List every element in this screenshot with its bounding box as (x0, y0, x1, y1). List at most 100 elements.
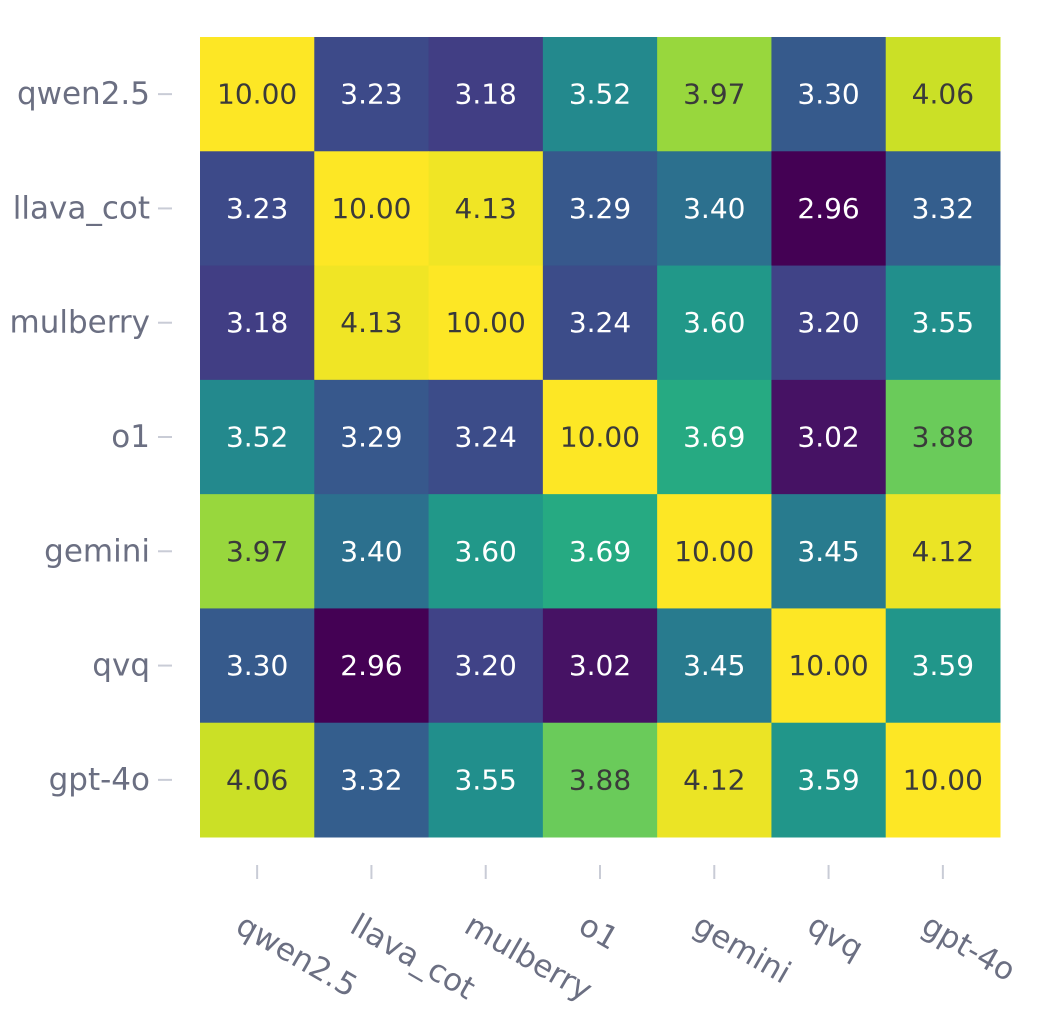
heatmap-cell (657, 608, 772, 724)
heatmap-cell-value: 3.88 (912, 421, 974, 454)
heatmap-cell (200, 37, 315, 152)
x-tick-label: qvq (801, 907, 869, 967)
heatmap-cell-value: 3.20 (797, 306, 859, 339)
heatmap-cell-value: 3.60 (455, 535, 517, 568)
heatmap-cell-value: 2.96 (797, 192, 859, 225)
heatmap-cell (885, 265, 1001, 381)
heatmap-cell (771, 722, 887, 838)
heatmap-cell (542, 151, 658, 267)
heatmap-cell-value: 4.06 (226, 763, 288, 796)
x-tick-label: gpt-4o (916, 907, 1022, 989)
heatmap-cell (428, 151, 544, 267)
heatmap-cell-value: 3.23 (226, 192, 288, 225)
heatmap-cell-value: 4.13 (455, 192, 517, 225)
heatmap-cell (657, 379, 772, 495)
heatmap-cell (657, 722, 772, 838)
y-tick-label: llava_cot (13, 190, 150, 226)
heatmap-cell (657, 37, 772, 152)
heatmap-cell (885, 379, 1001, 495)
heatmap-cell (314, 494, 430, 609)
y-tick-label: qvq (92, 648, 150, 684)
heatmap-cell (200, 494, 315, 609)
y-tick-label: gemini (44, 533, 150, 569)
heatmap-cell (314, 37, 430, 152)
x-tick-label: mulberry (459, 907, 599, 1008)
heatmap-cell (771, 494, 887, 609)
heatmap-cell (885, 151, 1001, 267)
heatmap-cell-value: 3.29 (340, 421, 402, 454)
heatmap-cell (314, 265, 430, 381)
heatmap-cell-value: 10.00 (674, 535, 754, 568)
heatmap-cell (657, 151, 772, 267)
heatmap-cell-value: 10.00 (217, 78, 297, 111)
heatmap-cells: 10.00 3.23 3.18 3.52 3.97 3.30 4.06 3.23 10.00 4.… (200, 37, 1001, 838)
heatmap-cell-value: 3.55 (455, 763, 517, 796)
heatmap-cell-value: 3.23 (340, 78, 402, 111)
heatmap-cell (885, 608, 1001, 724)
heatmap-cell-value: 3.69 (569, 535, 631, 568)
x-tick-label: qwen2.5 (230, 907, 363, 1005)
heatmap-cell (428, 722, 544, 838)
heatmap-cell-value: 3.02 (569, 649, 631, 682)
x-tick-label: llava_cot (344, 907, 481, 1007)
heatmap-cell (771, 379, 887, 495)
heatmap-cell-value: 10.00 (446, 306, 526, 339)
heatmap-cell-value: 3.45 (797, 535, 859, 568)
heatmap-cell (771, 37, 887, 152)
y-tick-label: mulberry (10, 305, 151, 341)
heatmap-cell (885, 722, 1001, 838)
heatmap-cell-value: 3.88 (569, 763, 631, 796)
heatmap-cell-value: 3.24 (569, 306, 631, 339)
y-tick-label: o1 (111, 419, 150, 455)
heatmap-cell (428, 379, 544, 495)
heatmap-cell-value: 3.40 (340, 535, 402, 568)
heatmap-cell (771, 608, 887, 724)
heatmap-cell-value: 3.97 (226, 535, 288, 568)
y-tick-label: qwen2.5 (17, 76, 150, 112)
heatmap-cell-value: 3.69 (683, 421, 745, 454)
x-tick-label: gemini (687, 907, 797, 991)
heatmap-cell (314, 608, 430, 724)
heatmap-cell-value: 3.18 (226, 306, 288, 339)
heatmap-cell-value: 4.13 (340, 306, 402, 339)
heatmap-cell (542, 608, 658, 724)
heatmap-cell (200, 265, 315, 381)
heatmap-cell-value: 3.24 (455, 421, 517, 454)
heatmap-cell-value: 3.59 (797, 763, 859, 796)
heatmap-cell-value: 2.96 (340, 649, 402, 682)
x-tick-label: o1 (573, 907, 625, 958)
heatmap-cell (314, 722, 430, 838)
heatmap-cell (200, 722, 315, 838)
heatmap-cell-value: 3.32 (912, 192, 974, 225)
heatmap-cell (200, 379, 315, 495)
heatmap-cell (314, 151, 430, 267)
heatmap-cell-value: 3.30 (797, 78, 859, 111)
heatmap-cell-value: 3.55 (912, 306, 974, 339)
heatmap-cell-value: 10.00 (331, 192, 411, 225)
heatmap-cell (542, 494, 658, 609)
heatmap-cell-value: 3.20 (455, 649, 517, 682)
heatmap-cell-value: 3.40 (683, 192, 745, 225)
heatmap-cell (771, 151, 887, 267)
heatmap-cell (885, 494, 1001, 609)
heatmap-cell (657, 494, 772, 609)
heatmap-cell-value: 3.45 (683, 649, 745, 682)
heatmap-cell (542, 265, 658, 381)
heatmap-cell (200, 151, 315, 267)
heatmap-cell (314, 379, 430, 495)
heatmap-cell-value: 3.30 (226, 649, 288, 682)
heatmap-cell-value: 3.18 (455, 78, 517, 111)
heatmap-cell (657, 265, 772, 381)
heatmap-cell (428, 608, 544, 724)
heatmap-cell-value: 10.00 (903, 763, 983, 796)
heatmap-cell-value: 3.29 (569, 192, 631, 225)
heatmap-cell-value: 4.12 (683, 763, 745, 796)
heatmap-cell-value: 3.52 (569, 78, 631, 111)
heatmap-cell (428, 494, 544, 609)
heatmap-cell (542, 37, 658, 152)
heatmap-cell-value: 3.32 (340, 763, 402, 796)
heatmap-cell (771, 265, 887, 381)
heatmap-cell (542, 722, 658, 838)
